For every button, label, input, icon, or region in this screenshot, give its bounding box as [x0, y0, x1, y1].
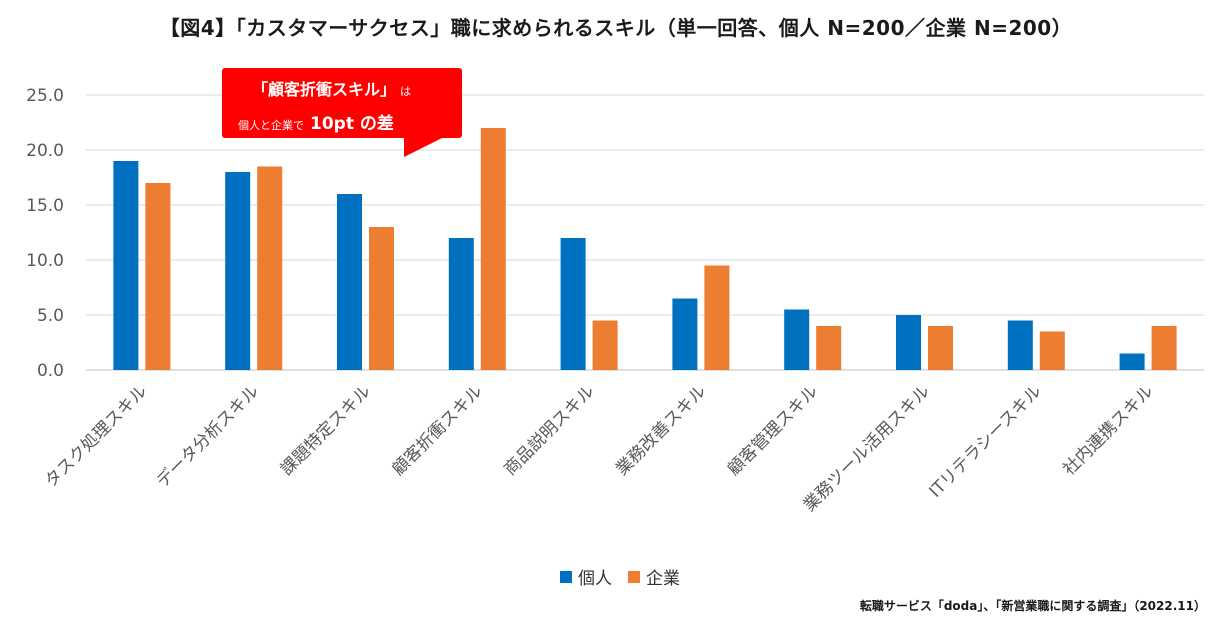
bar-company — [704, 265, 730, 370]
y-tick-label: 0.0 — [37, 361, 64, 381]
y-tick-label: 20.0 — [26, 141, 64, 161]
bar-personal — [337, 194, 362, 370]
legend-item-personal: 個人 — [560, 564, 612, 589]
x-tick-label: 社内連携スキル — [1059, 381, 1157, 479]
bar-personal — [784, 309, 810, 370]
x-tick-label: 商品説明スキル — [500, 381, 598, 479]
bar-company — [369, 227, 394, 370]
legend-item-company: 企業 — [628, 564, 680, 589]
bar-company — [1151, 326, 1177, 370]
x-tick-label: 業務改善スキル — [612, 381, 710, 479]
legend-label-company: 企業 — [646, 569, 680, 589]
y-tick-label: 10.0 — [26, 251, 64, 271]
chart-legend: 個人 企業 — [560, 564, 696, 589]
x-tick-label: データ分析スキル — [152, 381, 263, 492]
x-tick-label: タスク処理スキル — [41, 381, 151, 491]
y-tick-label: 5.0 — [37, 306, 64, 326]
y-tick-label: 15.0 — [26, 196, 64, 216]
callout-highlight-skill: 「顧客折衝スキル」 — [252, 80, 397, 99]
callout-subject: 個人と企業で — [238, 119, 304, 132]
bar-personal — [560, 238, 586, 370]
x-tick-label: ITリテラシースキル — [925, 381, 1045, 501]
x-tick-label: 課題特定スキル — [277, 381, 375, 479]
bar-company — [257, 166, 283, 370]
bar-company — [816, 326, 842, 370]
source-note: 転職サービス「doda」、「新営業職に関する調査」（2022.11） — [859, 599, 1206, 613]
x-tick-label: 顧客折衝スキル — [389, 381, 487, 479]
legend-swatch-company — [628, 570, 640, 583]
callout-line-2: 個人と企業で 10pt の差 — [238, 109, 394, 134]
callout-particle: は — [400, 85, 412, 98]
bar-company — [145, 183, 171, 370]
bar-personal — [225, 172, 251, 370]
chart-title: 【図4】「カスタマーサクセス」職に求められるスキル（単一回答、個人 N=200／… — [159, 16, 1073, 40]
bar-personal — [672, 298, 698, 370]
bar-personal — [1119, 353, 1145, 370]
bar-personal — [113, 161, 139, 370]
callout-pointer — [404, 137, 444, 157]
bar-company — [480, 128, 506, 370]
callout-box: 「顧客折衝スキル」は 個人と企業で 10pt の差 — [222, 68, 462, 138]
callout-difference: 10pt の差 — [310, 114, 394, 134]
x-tick-label: 顧客管理スキル — [724, 381, 822, 479]
bar-company — [592, 320, 618, 370]
legend-label-personal: 個人 — [578, 569, 612, 589]
y-tick-label: 25.0 — [26, 86, 64, 106]
bar-company — [928, 326, 953, 370]
bar-personal — [896, 315, 921, 370]
x-tick-label: 業務ツール活用スキル — [800, 381, 934, 515]
legend-swatch-personal — [560, 570, 572, 583]
callout-line-1: 「顧客折衝スキル」は — [252, 76, 411, 100]
bar-company — [1039, 331, 1065, 370]
bar-personal — [1007, 320, 1033, 370]
bar-personal — [448, 238, 474, 370]
